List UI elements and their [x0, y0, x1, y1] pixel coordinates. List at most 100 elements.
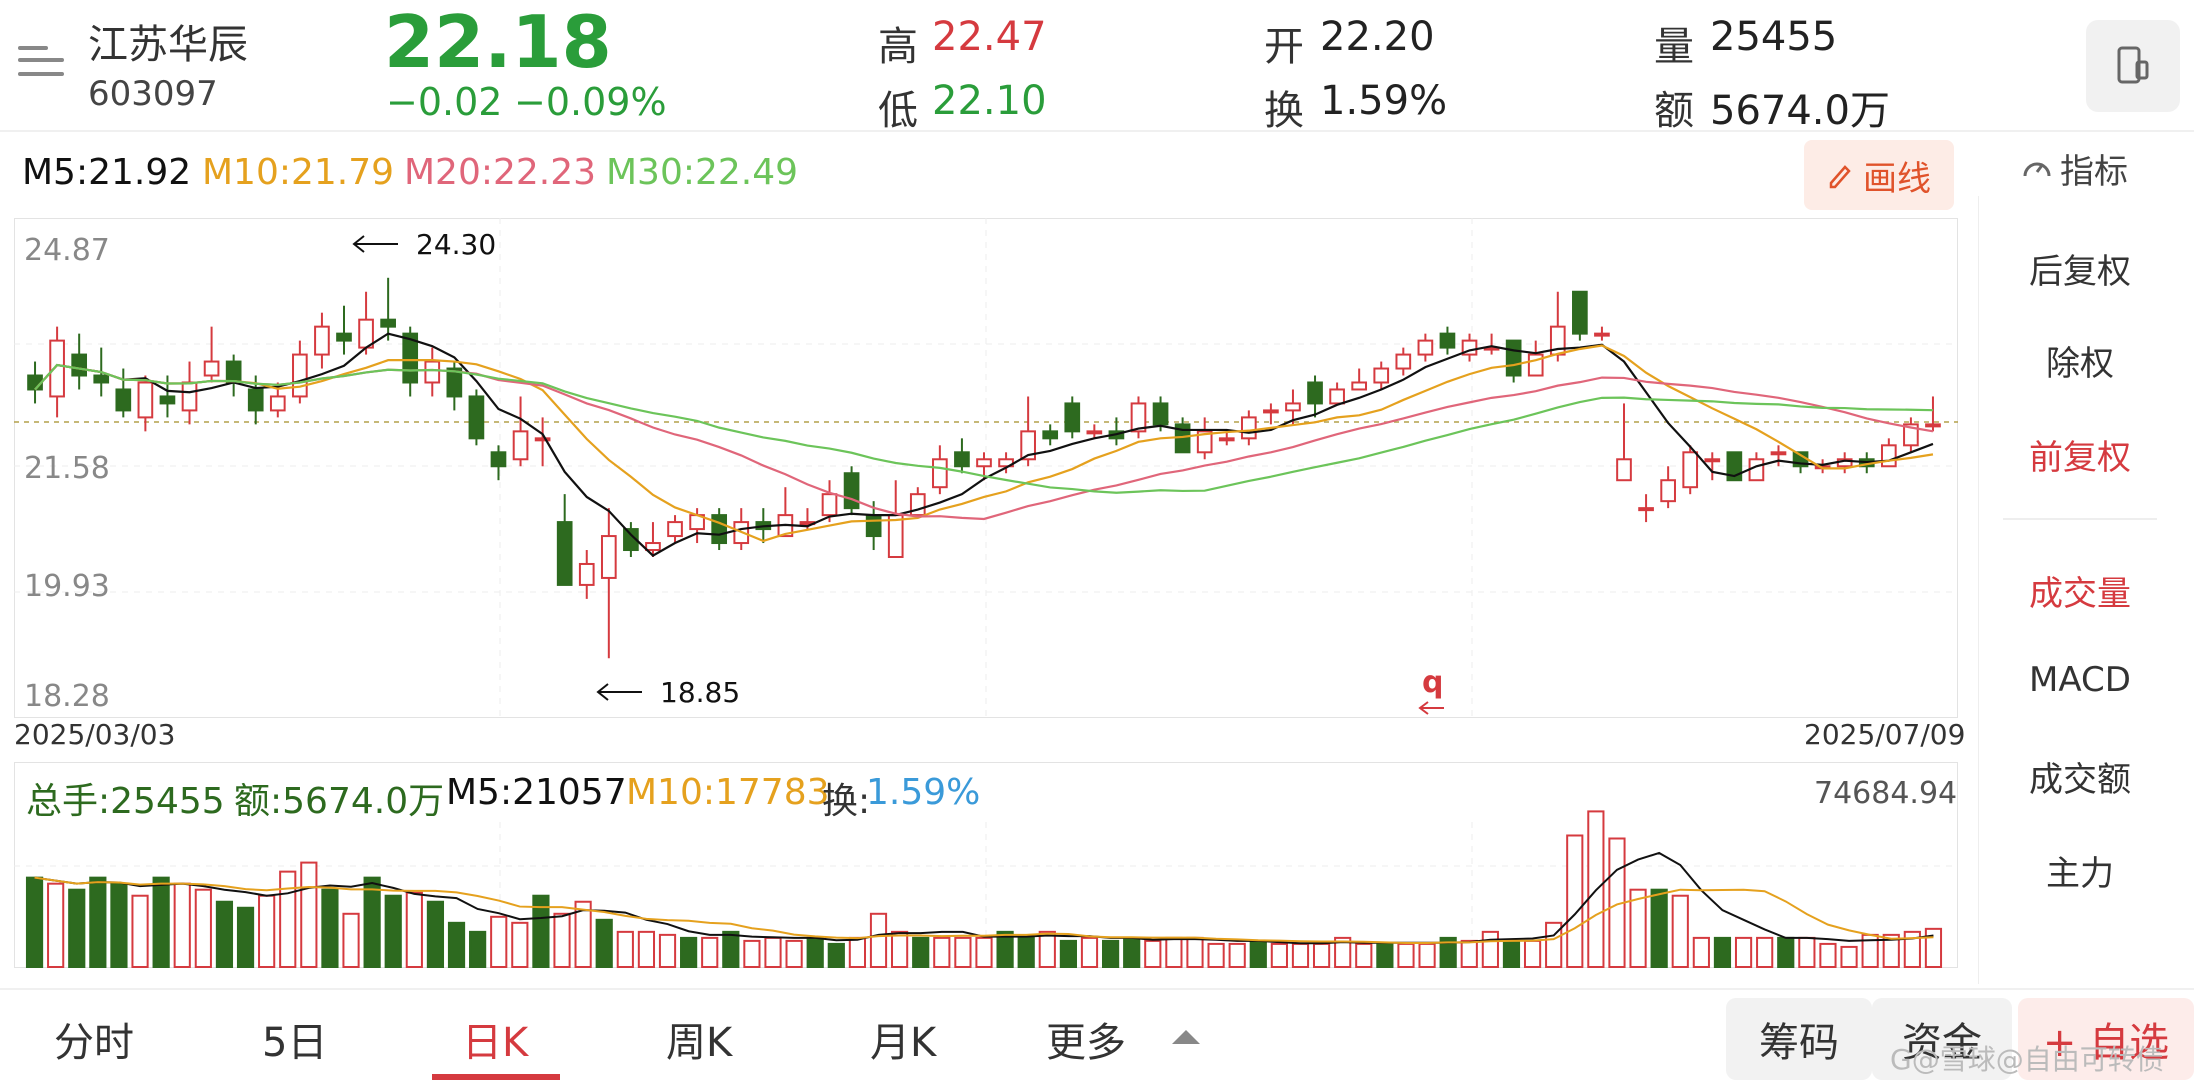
volume-bar — [236, 906, 255, 968]
chips-button[interactable]: 筹码 — [1726, 998, 1872, 1080]
volume-bar — [1523, 939, 1542, 968]
ma20-legend: M20:22.23 — [404, 152, 597, 193]
candle-body — [1638, 507, 1654, 512]
candles — [27, 277, 1941, 659]
candle-body — [1042, 430, 1059, 440]
volume-bar — [1249, 939, 1267, 968]
turnover-value: 1.59% — [1320, 78, 1448, 124]
volume-bar — [1777, 936, 1795, 968]
volume-bar — [469, 930, 487, 968]
caret-up-icon[interactable] — [1172, 1030, 1200, 1044]
ma30-line — [34, 363, 1933, 494]
candle-body — [203, 360, 220, 377]
tab-5day[interactable]: 5日 — [262, 1020, 328, 1066]
stock-name: 江苏华辰 — [88, 22, 248, 68]
side-menu: 后复权 除权 前复权 成交量 MACD 成交额 主力 — [1978, 196, 2181, 984]
candle-body — [1373, 367, 1390, 384]
volume-bar — [933, 936, 951, 968]
indicator-button[interactable]: 指标 — [2020, 144, 2128, 193]
candle-body — [1329, 388, 1345, 405]
event-marker[interactable]: q — [1418, 665, 1444, 715]
side-item-ex-rights[interactable]: 除权 — [2046, 344, 2114, 384]
volume-bar — [616, 930, 634, 968]
high-value: 22.47 — [932, 14, 1047, 60]
volume-bar — [1376, 942, 1394, 968]
volume-bar — [405, 891, 423, 968]
side-item-amount[interactable]: 成交额 — [2029, 760, 2131, 800]
volume-bar — [574, 900, 592, 968]
side-item-forward-adjust[interactable]: 前复权 — [2029, 438, 2131, 478]
volume-bar — [1460, 939, 1478, 968]
candle-body — [600, 535, 617, 579]
volume-bar — [300, 861, 318, 968]
volume-bar — [1756, 936, 1774, 968]
volume-chart[interactable] — [14, 762, 1958, 968]
candle-body — [49, 339, 65, 398]
start-date: 2025/03/03 — [14, 718, 176, 751]
candle-body — [468, 395, 485, 440]
volume-bar — [680, 936, 698, 968]
volume-bar — [1017, 936, 1035, 968]
volume-bar — [321, 888, 339, 968]
volume-bar — [384, 894, 402, 968]
amount-value: 5674.0万 — [1710, 88, 1890, 134]
candle-body — [1572, 290, 1588, 335]
candle-body — [1660, 479, 1676, 503]
candle-body — [1395, 353, 1412, 370]
side-item-main-force[interactable]: 主力 — [2046, 854, 2114, 894]
candle-body — [292, 353, 308, 398]
y-tick-bottom: 18.28 — [24, 679, 110, 714]
volume-bar — [1228, 942, 1246, 968]
volume-bar — [1798, 936, 1816, 968]
volume-bar — [258, 894, 276, 968]
candle-body — [1196, 430, 1213, 454]
device-switch-button[interactable] — [2086, 20, 2180, 112]
volume-bar — [764, 936, 782, 968]
open-label: 开 — [1264, 24, 1304, 70]
volume-bar — [1734, 936, 1753, 968]
candle-body — [556, 521, 573, 586]
high-label: 高 — [878, 24, 918, 70]
add-watchlist-button[interactable]: + 自选 — [2018, 998, 2194, 1080]
candle-body — [446, 367, 463, 398]
volume-bar — [490, 915, 508, 968]
volume-bar — [1481, 930, 1499, 968]
side-item-backward-adjust[interactable]: 后复权 — [2029, 252, 2131, 292]
candle-body — [1439, 332, 1456, 349]
tab-intraday[interactable]: 分时 — [54, 1020, 134, 1066]
volume-bar — [637, 930, 656, 968]
volume-turnover-label: 换: — [822, 781, 871, 822]
tab-monthly-k[interactable]: 月K — [870, 1020, 937, 1066]
volume-bar — [279, 870, 297, 968]
tab-more[interactable]: 更多 — [1046, 1020, 1126, 1066]
volume-bar — [701, 936, 719, 968]
volume-bar — [996, 930, 1014, 968]
tab-divider — [0, 988, 2194, 990]
volume-bar — [891, 930, 909, 968]
volume-bar — [1080, 936, 1099, 968]
tab-daily-k[interactable]: 日K — [462, 1020, 529, 1066]
volume-bar — [869, 912, 888, 968]
volume-bar — [1123, 936, 1141, 968]
high-annotation: 24.30 — [352, 228, 496, 261]
candle-body — [1770, 451, 1787, 456]
side-item-macd[interactable]: MACD — [2029, 660, 2131, 700]
candle-body — [1682, 451, 1699, 489]
candle-body — [534, 437, 551, 442]
volume-bar — [47, 882, 65, 968]
volume-label: 量 — [1654, 24, 1694, 70]
volume-turnover: 1.59% — [866, 772, 981, 813]
funds-button[interactable]: 资金 — [1872, 998, 2012, 1080]
menu-icon[interactable] — [18, 40, 66, 84]
candle-body — [27, 374, 43, 391]
volume-amount: 额:5674.0万 — [234, 781, 445, 822]
kline-chart[interactable]: 24.87 21.58 19.93 18.28 24.30 18.85 q — [14, 218, 1958, 718]
tab-weekly-k[interactable]: 周K — [666, 1020, 733, 1066]
draw-line-button[interactable]: 画线 — [1804, 140, 1954, 210]
volume-ma-lines — [34, 851, 1934, 945]
candle-body — [1594, 332, 1610, 337]
volume-bar — [1334, 936, 1352, 968]
volume-ma10-line — [34, 876, 1934, 945]
open-value: 22.20 — [1320, 14, 1435, 60]
side-item-volume[interactable]: 成交量 — [2029, 574, 2131, 614]
